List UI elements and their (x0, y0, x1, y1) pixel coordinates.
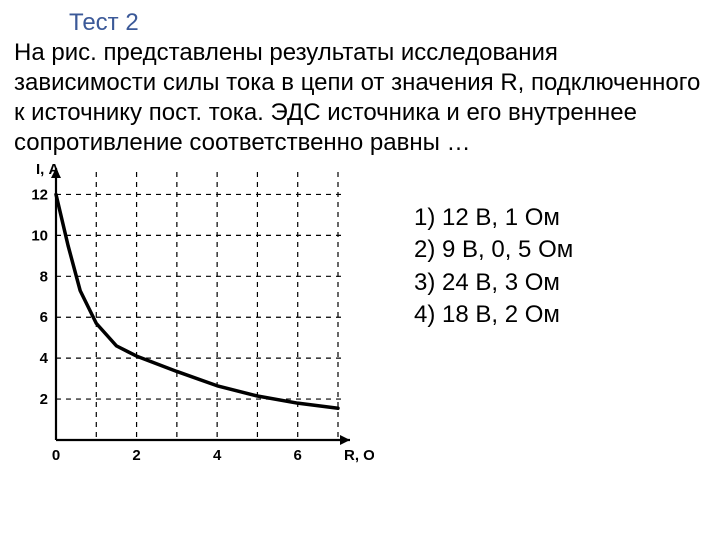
question-text: На рис. представлены результаты исследов… (14, 38, 706, 158)
answer-option-1: 1) 12 В, 1 Ом (414, 202, 573, 234)
slide-container: Тест 2 На рис. представлены результаты и… (0, 0, 720, 480)
content-row: 0 2 4 6 2 4 6 8 10 12 R, Ом I, А 1) 12 В, 1 Ом 2) 9… (14, 162, 706, 472)
svg-text:4: 4 (40, 350, 49, 367)
svg-text:0: 0 (52, 447, 60, 464)
svg-text:R, Ом: R, Ом (344, 447, 374, 464)
svg-text:2: 2 (40, 391, 48, 408)
svg-text:2: 2 (132, 447, 140, 464)
title-line: Тест 2 (14, 8, 706, 38)
svg-text:I, А: I, А (36, 162, 60, 178)
svg-text:4: 4 (213, 447, 222, 464)
chart-container: 0 2 4 6 2 4 6 8 10 12 R, Ом I, А (14, 162, 374, 472)
svg-text:8: 8 (40, 268, 48, 285)
answer-option-3: 3) 24 В, 3 Ом (414, 267, 573, 299)
answer-option-2: 2) 9 В, 0, 5 Ом (414, 234, 573, 266)
line-chart: 0 2 4 6 2 4 6 8 10 12 R, Ом I, А (14, 162, 374, 472)
svg-text:6: 6 (294, 447, 302, 464)
svg-text:12: 12 (31, 186, 48, 203)
test-title: Тест 2 (14, 9, 139, 36)
answer-option-4: 4) 18 В, 2 Ом (414, 299, 573, 331)
svg-text:6: 6 (40, 309, 48, 326)
answer-options: 1) 12 В, 1 Ом 2) 9 В, 0, 5 Ом 3) 24 В, 3… (374, 162, 573, 332)
svg-text:10: 10 (31, 227, 48, 244)
